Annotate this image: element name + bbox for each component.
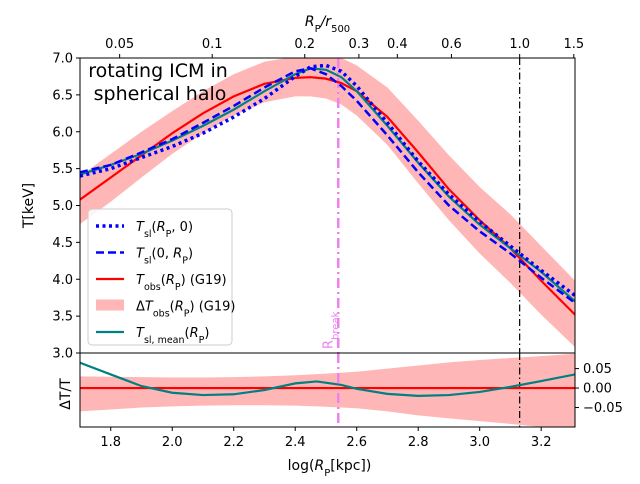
- series-line-2: [80, 76, 575, 316]
- legend-box: [87, 208, 233, 346]
- rbreak-label: Rbreak: [321, 311, 341, 349]
- legend-entry-1: Tsl(0, RP): [136, 247, 193, 267]
- top-tick-label: 0.2: [294, 37, 315, 52]
- main-ytick-label: 4.5: [52, 236, 73, 251]
- top-tick-label: 0.05: [105, 37, 134, 52]
- top-tick-label: 0.1: [202, 37, 223, 52]
- top-tick-label: 0.3: [349, 37, 370, 52]
- xtick-label: 2.6: [346, 435, 367, 450]
- annotation-line-2: spherical halo: [94, 83, 227, 105]
- xtick-label: 3.0: [469, 435, 490, 450]
- series-line-1: [80, 67, 575, 304]
- main-ytick-label: 5.0: [52, 199, 73, 214]
- xtick-label: 2.2: [223, 435, 244, 450]
- main-panel-plot: [80, 58, 575, 353]
- residual-panel-plot: [80, 353, 575, 427]
- annotation-line-1: rotating ICM in: [88, 60, 228, 82]
- x-axis-label: log(RP[kpc]): [288, 458, 372, 479]
- legend: Tsl(RP, 0) Tsl(0, RP) Tobs(RP) (G19) ΔTobs(…: [87, 208, 235, 346]
- main-ytick-label: 3.0: [52, 347, 73, 362]
- residual-line-1: [80, 361, 575, 397]
- legend-entry-4: Tsl, mean(RP): [136, 326, 209, 346]
- residual-ytick-label: 0.00: [583, 382, 612, 397]
- main-ytick-label: 7.0: [52, 52, 73, 67]
- main-ytick-label: 4.0: [52, 273, 73, 288]
- top-tick-label: 0.4: [387, 37, 408, 52]
- main-ylabel: T[keV]: [21, 183, 37, 229]
- residual-panel-frame: [79, 352, 576, 428]
- xtick-label: 2.4: [285, 435, 306, 450]
- xtick-label: 2.0: [162, 435, 183, 450]
- legend-entry-2: Tobs(RP) (G19): [136, 273, 227, 293]
- residual-ylabel: ΔT/T: [58, 378, 74, 410]
- xtick-label: 3.2: [531, 435, 552, 450]
- xtick-label: 2.8: [408, 435, 429, 450]
- legend-entry-3: ΔTobs(RP) (G19): [136, 300, 235, 320]
- residual-band: [80, 353, 575, 427]
- top-axis-label: RP/r500: [305, 14, 350, 35]
- top-tick-label: 1.5: [563, 37, 584, 52]
- residual-ytick-label: −0.05: [583, 401, 623, 416]
- legend-entry-0: Tsl(RP, 0): [136, 220, 193, 240]
- top-tick-label: 0.6: [441, 37, 462, 52]
- top-tick-label: 1.0: [509, 37, 530, 52]
- legend-swatch-3: [96, 299, 124, 311]
- uncertainty-band: [80, 58, 575, 348]
- main-ytick-label: 6.0: [52, 125, 73, 140]
- xtick-label: 1.8: [100, 435, 121, 450]
- main-ytick-label: 6.5: [52, 88, 73, 103]
- residual-ytick-label: 0.05: [583, 362, 612, 377]
- main-ytick-label: 3.5: [52, 310, 73, 325]
- series-line-3: [80, 67, 575, 303]
- main-ytick-label: 5.5: [52, 162, 73, 177]
